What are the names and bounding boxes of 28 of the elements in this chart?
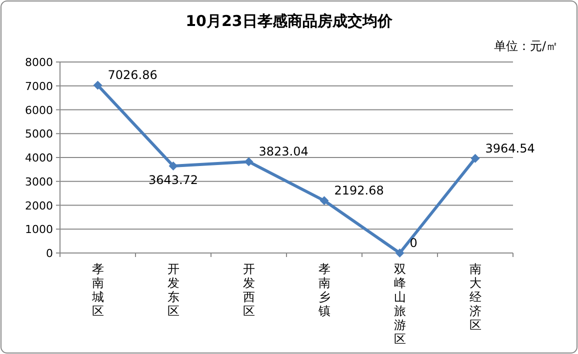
y-tick-label: 7000 <box>25 80 53 93</box>
point <box>168 162 178 171</box>
x-tick-label: 孝南乡镇 <box>317 262 330 318</box>
y-tick-label: 3000 <box>25 175 53 188</box>
point <box>93 80 102 90</box>
x-tick-label: 南大经济区 <box>469 262 482 332</box>
chart-title: 10月23日孝感商品房成交均价 <box>186 12 394 30</box>
y-tick-label: 6000 <box>25 104 53 117</box>
data-label: 3643.72 <box>148 173 198 188</box>
data-label: 3964.54 <box>485 141 535 156</box>
data-label: 3823.04 <box>258 144 308 159</box>
x-tick-label: 孝南城区 <box>90 262 104 318</box>
x-tick-label: 双峰山旅游区 <box>394 262 406 346</box>
y-tick-label: 4000 <box>25 152 53 164</box>
data-label: 0 <box>410 236 418 250</box>
text: 单位：元/㎡ <box>494 39 558 53</box>
y-tick-label: 1000 <box>25 223 53 236</box>
point <box>395 248 404 258</box>
x-tick-label: 开发西区 <box>242 262 255 318</box>
x-tick-label: 开发东区 <box>167 262 180 318</box>
point <box>470 154 480 163</box>
y-tick-label: 0 <box>46 247 53 260</box>
y-tick-label: 5000 <box>25 128 53 141</box>
y-tick-label: 8000 <box>25 56 53 69</box>
data-label: 7026.86 <box>108 68 158 82</box>
point <box>320 196 329 206</box>
data-label: 2192.68 <box>334 184 384 198</box>
y-tick-label: 2000 <box>25 199 53 212</box>
